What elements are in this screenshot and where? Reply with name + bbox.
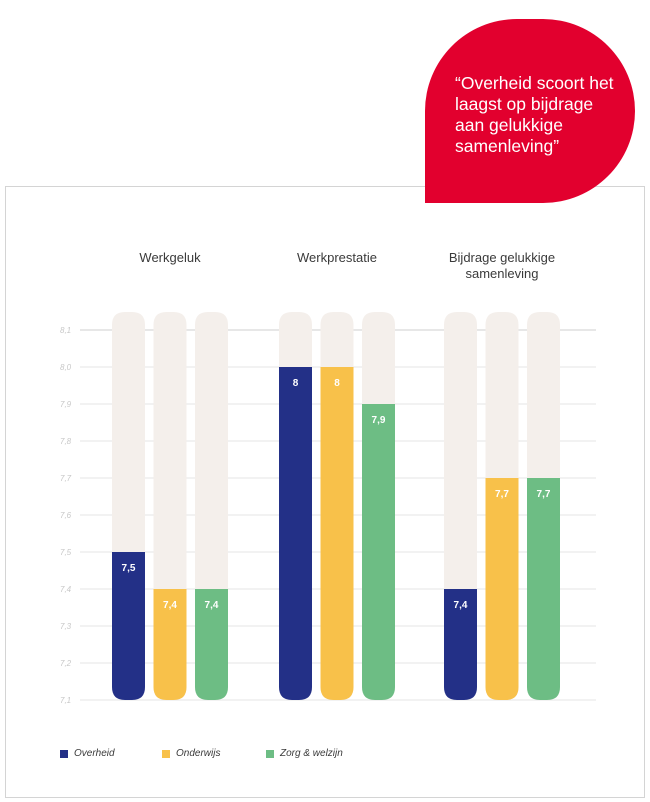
quote-text: “Overheid scoort het laagst op bijdrage … bbox=[455, 73, 614, 156]
bar bbox=[279, 367, 312, 700]
bar bbox=[444, 589, 477, 700]
legend-swatch bbox=[266, 749, 274, 758]
legend-label: Zorg & welzijn bbox=[280, 748, 343, 759]
legend-item: Overheid bbox=[60, 748, 162, 759]
quote-bubble: “Overheid scoort het laagst op bijdrage … bbox=[425, 19, 635, 203]
group-title: samenleving bbox=[466, 266, 539, 281]
y-tick-label: 7,6 bbox=[60, 511, 72, 520]
group-title: Werkgeluk bbox=[139, 250, 201, 265]
y-tick-label: 8,1 bbox=[60, 326, 71, 335]
y-tick-label: 7,8 bbox=[60, 437, 72, 446]
bar-value-label: 8 bbox=[293, 378, 299, 389]
bar-value-label: 8 bbox=[334, 378, 340, 389]
y-tick-label: 7,7 bbox=[60, 474, 72, 483]
bar bbox=[112, 552, 145, 700]
group-title: Werkprestatie bbox=[297, 250, 377, 265]
bar bbox=[527, 478, 560, 700]
bar bbox=[195, 589, 228, 700]
y-tick-label: 7,1 bbox=[60, 696, 71, 705]
legend-label: Overheid bbox=[74, 748, 115, 759]
y-tick-label: 7,3 bbox=[60, 622, 72, 631]
group-title: Bijdrage gelukkige bbox=[449, 250, 555, 265]
bar bbox=[153, 589, 187, 700]
bar bbox=[320, 367, 354, 700]
bar bbox=[485, 478, 519, 700]
legend-swatch bbox=[60, 749, 68, 758]
y-tick-label: 7,9 bbox=[60, 400, 72, 409]
bar-value-label: 7,7 bbox=[537, 489, 551, 500]
legend-item: Zorg & welzijn bbox=[266, 748, 386, 759]
bar-value-label: 7,4 bbox=[454, 600, 468, 611]
bar-value-label: 7,4 bbox=[163, 600, 177, 611]
y-tick-label: 8,0 bbox=[60, 363, 72, 372]
legend-label: Onderwijs bbox=[176, 748, 221, 759]
y-tick-label: 7,2 bbox=[60, 659, 72, 668]
legend: Overheid Onderwijs Zorg & welzijn bbox=[60, 748, 386, 759]
legend-swatch bbox=[162, 749, 170, 758]
y-tick-label: 7,5 bbox=[60, 548, 72, 557]
bar-value-label: 7,5 bbox=[122, 563, 136, 574]
bar-value-label: 7,9 bbox=[372, 415, 386, 426]
bar-value-label: 7,4 bbox=[205, 600, 219, 611]
legend-item: Onderwijs bbox=[162, 748, 266, 759]
y-tick-label: 7,4 bbox=[60, 585, 72, 594]
bar bbox=[362, 404, 395, 700]
bar-value-label: 7,7 bbox=[495, 489, 509, 500]
